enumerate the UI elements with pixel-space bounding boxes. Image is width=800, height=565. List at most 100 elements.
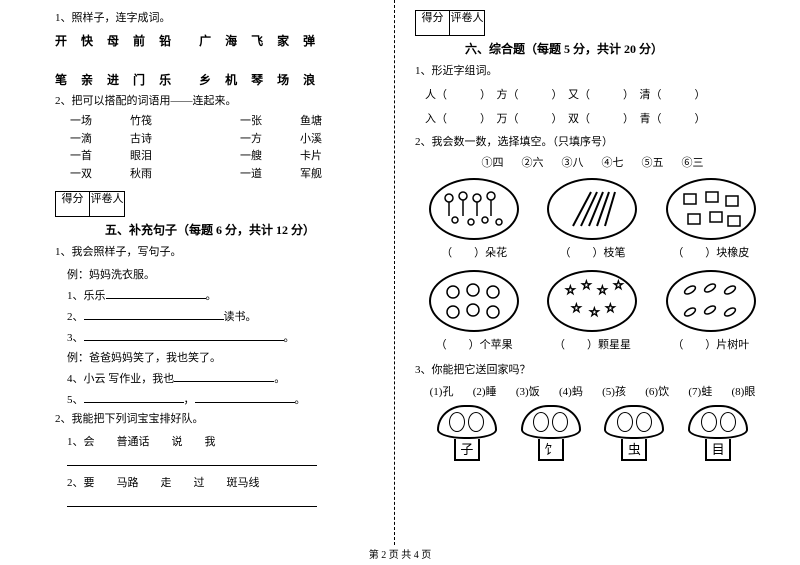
- words-2: 2、要 马路 走 过 斑马线: [67, 473, 376, 494]
- label: （ ）片树叶: [666, 336, 756, 352]
- mushroom: 饣: [521, 405, 581, 461]
- char-row-1: 开快母前铅广海飞家弹: [55, 32, 376, 49]
- char: 飞: [251, 32, 263, 49]
- score-label: 得分: [416, 11, 450, 35]
- match-item: 秋雨: [130, 166, 240, 184]
- grader-label: 评卷人: [450, 11, 484, 35]
- opt: ②六: [522, 154, 544, 170]
- l2-end: 读书。: [224, 311, 257, 323]
- q1: 1、照样子，连字成词。: [55, 10, 376, 27]
- word: (4)蚂: [559, 383, 583, 399]
- mushroom-cap: [521, 405, 581, 439]
- s5q1-text: 我会照样子，写句子。: [72, 246, 182, 258]
- s5q1: 1、我会照样子，写句子。: [55, 244, 376, 261]
- l5-mid: ，: [184, 394, 195, 406]
- q1-text: 照样子，连字成词。: [72, 12, 171, 24]
- q1-num: 1、: [55, 12, 72, 24]
- stars-plate: ☆☆☆☆☆☆☆: [547, 270, 637, 332]
- r-q2: 2、我会数一数，选择填空。（只填序号）: [415, 134, 770, 151]
- word: (5)孩: [602, 383, 626, 399]
- mushroom: 子: [437, 405, 497, 461]
- label: （ ）枝笔: [547, 244, 637, 260]
- match-col: 竹筏古诗眼泪秋雨: [130, 113, 240, 183]
- match-item: 卡片: [300, 148, 360, 166]
- char: 开: [55, 32, 67, 49]
- opt: ⑥三: [682, 154, 704, 170]
- fill: 人（ ）: [425, 89, 486, 101]
- blank: [67, 454, 317, 466]
- match-item: 眼泪: [130, 148, 240, 166]
- match-item: 竹筏: [130, 113, 240, 131]
- mushroom-cap: [604, 405, 664, 439]
- fill: 入（ ）: [425, 113, 486, 125]
- char: 广: [199, 32, 211, 49]
- rq2-text: 我会数一数，选择填空。（只填序号）: [432, 136, 614, 148]
- char: 乡: [199, 71, 211, 88]
- s5q2-num: 2、: [55, 413, 72, 425]
- mushroom: 目: [688, 405, 748, 461]
- match-item: 一方: [240, 131, 300, 149]
- word-list: (1)孔(2)睡(3)饭(4)蚂(5)孩(6)饮(7)蛙(8)眼: [415, 383, 770, 399]
- match-item: 一场: [70, 113, 130, 131]
- blank: [195, 391, 295, 403]
- label-row-1: （ ）朵花 （ ）枝笔 （ ）块橡皮: [415, 244, 770, 260]
- blank: [84, 329, 284, 341]
- worksheet-page: 1、照样子，连字成词。 开快母前铅广海飞家弹 笔亲进门乐乡机琴场浪 2、把可以搭…: [0, 0, 800, 545]
- char: 快: [81, 32, 93, 49]
- char: 机: [225, 71, 237, 88]
- fill: 又（ ）: [568, 89, 629, 101]
- fill: 万（ ）: [497, 113, 558, 125]
- label-row-2: （ ）个苹果 （ ）颗星星 （ ）片树叶: [415, 336, 770, 352]
- eye-icon: [533, 412, 549, 432]
- match-item: 一张: [240, 113, 300, 131]
- match-item: 小溪: [300, 131, 360, 149]
- char-row-2: 笔亲进门乐乡机琴场浪: [55, 71, 376, 88]
- rq1-num: 1、: [415, 65, 432, 77]
- match-item: 一滴: [70, 131, 130, 149]
- score-box: 得分 评卷人: [415, 10, 485, 36]
- char: 进: [107, 71, 119, 88]
- blank: [106, 287, 206, 299]
- match-item: 古诗: [130, 131, 240, 149]
- label: （ ）个苹果: [429, 336, 519, 352]
- mushroom-stem: 虫: [621, 439, 647, 461]
- flowers-plate: [429, 178, 519, 240]
- opt: ③八: [562, 154, 584, 170]
- right-column: 得分 评卷人 六、综合题（每题 5 分，共计 20 分） 1、形近字组词。 人（…: [395, 0, 800, 545]
- blank: [174, 370, 274, 382]
- l4-text: 4、小云 写作业，我也: [67, 373, 174, 385]
- eye-icon: [449, 412, 465, 432]
- match-item: 军舰: [300, 166, 360, 184]
- word: (7)蛙: [688, 383, 712, 399]
- l3-text: 3、: [67, 332, 84, 344]
- char: 门: [133, 71, 145, 88]
- fill-row-1: 人（ ） 方（ ） 又（ ） 清（ ）: [425, 86, 770, 102]
- word: (8)眼: [732, 383, 756, 399]
- mushroom: 虫: [604, 405, 664, 461]
- eye-icon: [468, 412, 484, 432]
- r-q3: 3、你能把它送回家吗？: [415, 362, 770, 379]
- opt: ①四: [482, 154, 504, 170]
- svg-text:☆: ☆: [581, 278, 592, 292]
- match-item: 鱼塘: [300, 113, 360, 131]
- mushroom-stem: 目: [705, 439, 731, 461]
- leaves-plate: [666, 270, 756, 332]
- fill: 青（ ）: [640, 113, 706, 125]
- char: 场: [277, 71, 289, 88]
- pencils-plate: [547, 178, 637, 240]
- example-2: 例：爸爸妈妈笑了，我也笑了。: [67, 348, 376, 369]
- char: 亲: [81, 71, 93, 88]
- line-1: 1、乐乐。: [67, 286, 376, 307]
- char: 浪: [303, 71, 315, 88]
- char: 家: [277, 32, 289, 49]
- line-2: 2、读书。: [67, 307, 376, 328]
- char: 前: [133, 32, 145, 49]
- char: 铅: [159, 32, 171, 49]
- number-options: ①四②六③八④七⑤五⑥三: [415, 154, 770, 170]
- svg-text:☆: ☆: [605, 301, 616, 315]
- match-item: 一双: [70, 166, 130, 184]
- label: （ ）颗星星: [547, 336, 637, 352]
- opt: ⑤五: [642, 154, 664, 170]
- line-4: 4、小云 写作业，我也。: [67, 369, 376, 390]
- words-1: 1、会 普通话 说 我: [67, 432, 376, 453]
